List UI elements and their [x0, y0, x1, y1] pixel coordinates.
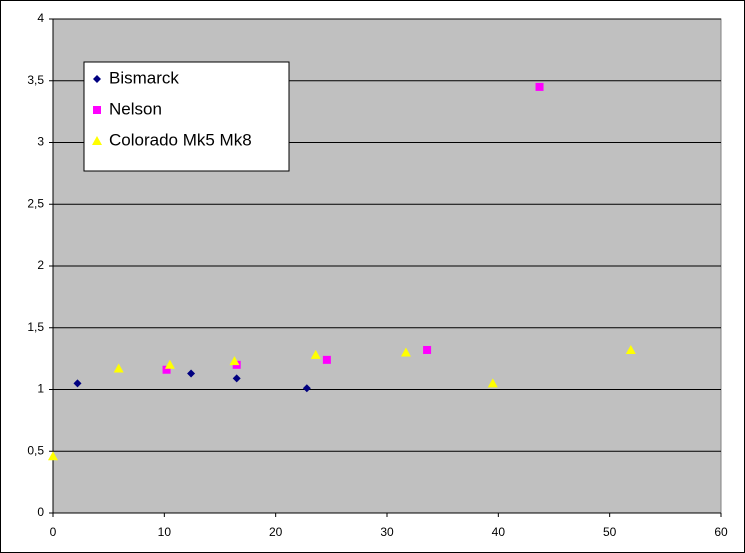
data-point — [232, 374, 241, 383]
x-tick-label: 50 — [603, 525, 617, 539]
x-tick-label: 10 — [158, 525, 172, 539]
y-tick-label: 2,5 — [27, 196, 44, 210]
y-tick-label: 0,5 — [27, 443, 44, 457]
legend-marker — [93, 75, 101, 83]
data-point — [535, 82, 544, 91]
y-tick-label: 0 — [37, 505, 44, 519]
data-point — [113, 363, 124, 373]
legend-marker — [93, 106, 101, 114]
data-point — [423, 345, 432, 354]
data-point — [162, 365, 171, 374]
data-point — [487, 378, 498, 388]
x-tick-label: 30 — [380, 525, 394, 539]
y-tick-label: 1 — [37, 382, 44, 396]
legend-label: Nelson — [109, 99, 162, 118]
legend-label: Bismarck — [109, 68, 179, 87]
y-tick-label: 2 — [37, 258, 44, 272]
x-tick-label: 0 — [50, 525, 57, 539]
data-point — [625, 344, 636, 354]
x-tick-label: 40 — [492, 525, 506, 539]
y-tick-label: 1,5 — [27, 320, 44, 334]
legend-label: Colorado Mk5 Mk8 — [109, 130, 252, 149]
x-tick-label: 20 — [269, 525, 283, 539]
data-point — [310, 349, 321, 359]
y-tick-label: 3 — [37, 135, 44, 149]
data-point — [48, 451, 58, 461]
legend-box — [83, 61, 290, 172]
x-tick-label: 60 — [714, 525, 728, 539]
data-point — [187, 369, 196, 378]
data-point — [400, 347, 411, 357]
data-point — [164, 359, 175, 369]
data-point — [73, 379, 82, 388]
y-tick-label: 3,5 — [27, 73, 44, 87]
data-point — [322, 355, 331, 364]
y-tick-label: 4 — [37, 11, 44, 25]
legend-marker — [92, 136, 102, 145]
data-point — [229, 356, 240, 366]
data-point — [302, 384, 311, 393]
